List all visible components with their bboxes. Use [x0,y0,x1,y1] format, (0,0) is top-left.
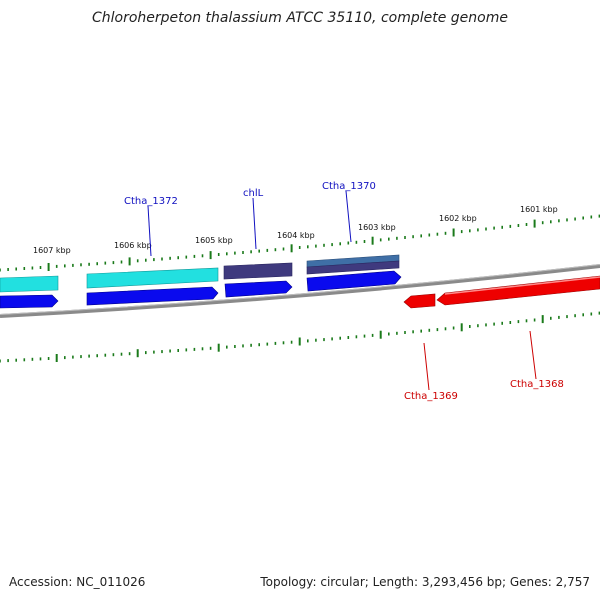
lower-scale-ticks [0,311,600,363]
scale-label: 1602 kbp [439,214,477,223]
leader-line [529,330,537,380]
scale-label: 1601 kbp [520,205,558,214]
leader-line [423,342,430,391]
cds-arrow-ctha-1370[interactable] [306,270,402,292]
genome-stats-text: Topology: circular; Length: 3,293,456 bp… [260,575,590,589]
leader-line [252,197,257,250]
feature-ctha-1372[interactable] [86,267,219,289]
leader-line [345,190,352,243]
scale-label: 1604 kbp [277,231,315,240]
scale-label: 1605 kbp [195,236,233,245]
genome-title: Chloroherpeton thalassium ATCC 35110, co… [92,10,508,26]
scale-label: 1606 kbp [114,241,152,250]
leader-line [147,205,152,257]
cds-arrow-left[interactable] [0,294,59,309]
cds-arrow-ctha-1372[interactable] [86,286,219,306]
genome-backbone [0,264,600,318]
gene-label-ctha-1370[interactable]: Ctha_1370 [322,181,376,192]
gene-label-ctha-1369[interactable]: Ctha_1369 [404,391,458,402]
gene-label-chlL[interactable]: chlL [243,188,264,199]
scale-label: 1603 kbp [358,223,396,232]
scale-label: 1607 kbp [33,246,71,255]
cds-arrow-ctha-1368[interactable] [436,275,600,306]
accession-text: Accession: NC_011026 [9,575,146,589]
gene-label-ctha-1372[interactable]: Ctha_1372 [124,196,178,207]
feature-chlL-outer[interactable] [223,262,293,280]
cds-arrow-chlL[interactable] [224,280,293,298]
gene-label-ctha-1368[interactable]: Ctha_1368 [510,379,564,390]
feature-ctha-1370-bottom[interactable] [306,260,400,275]
feature-cyan-left[interactable] [0,275,59,293]
upper-scale-ticks [0,214,600,272]
cds-arrow-ctha-1369[interactable] [403,293,436,309]
